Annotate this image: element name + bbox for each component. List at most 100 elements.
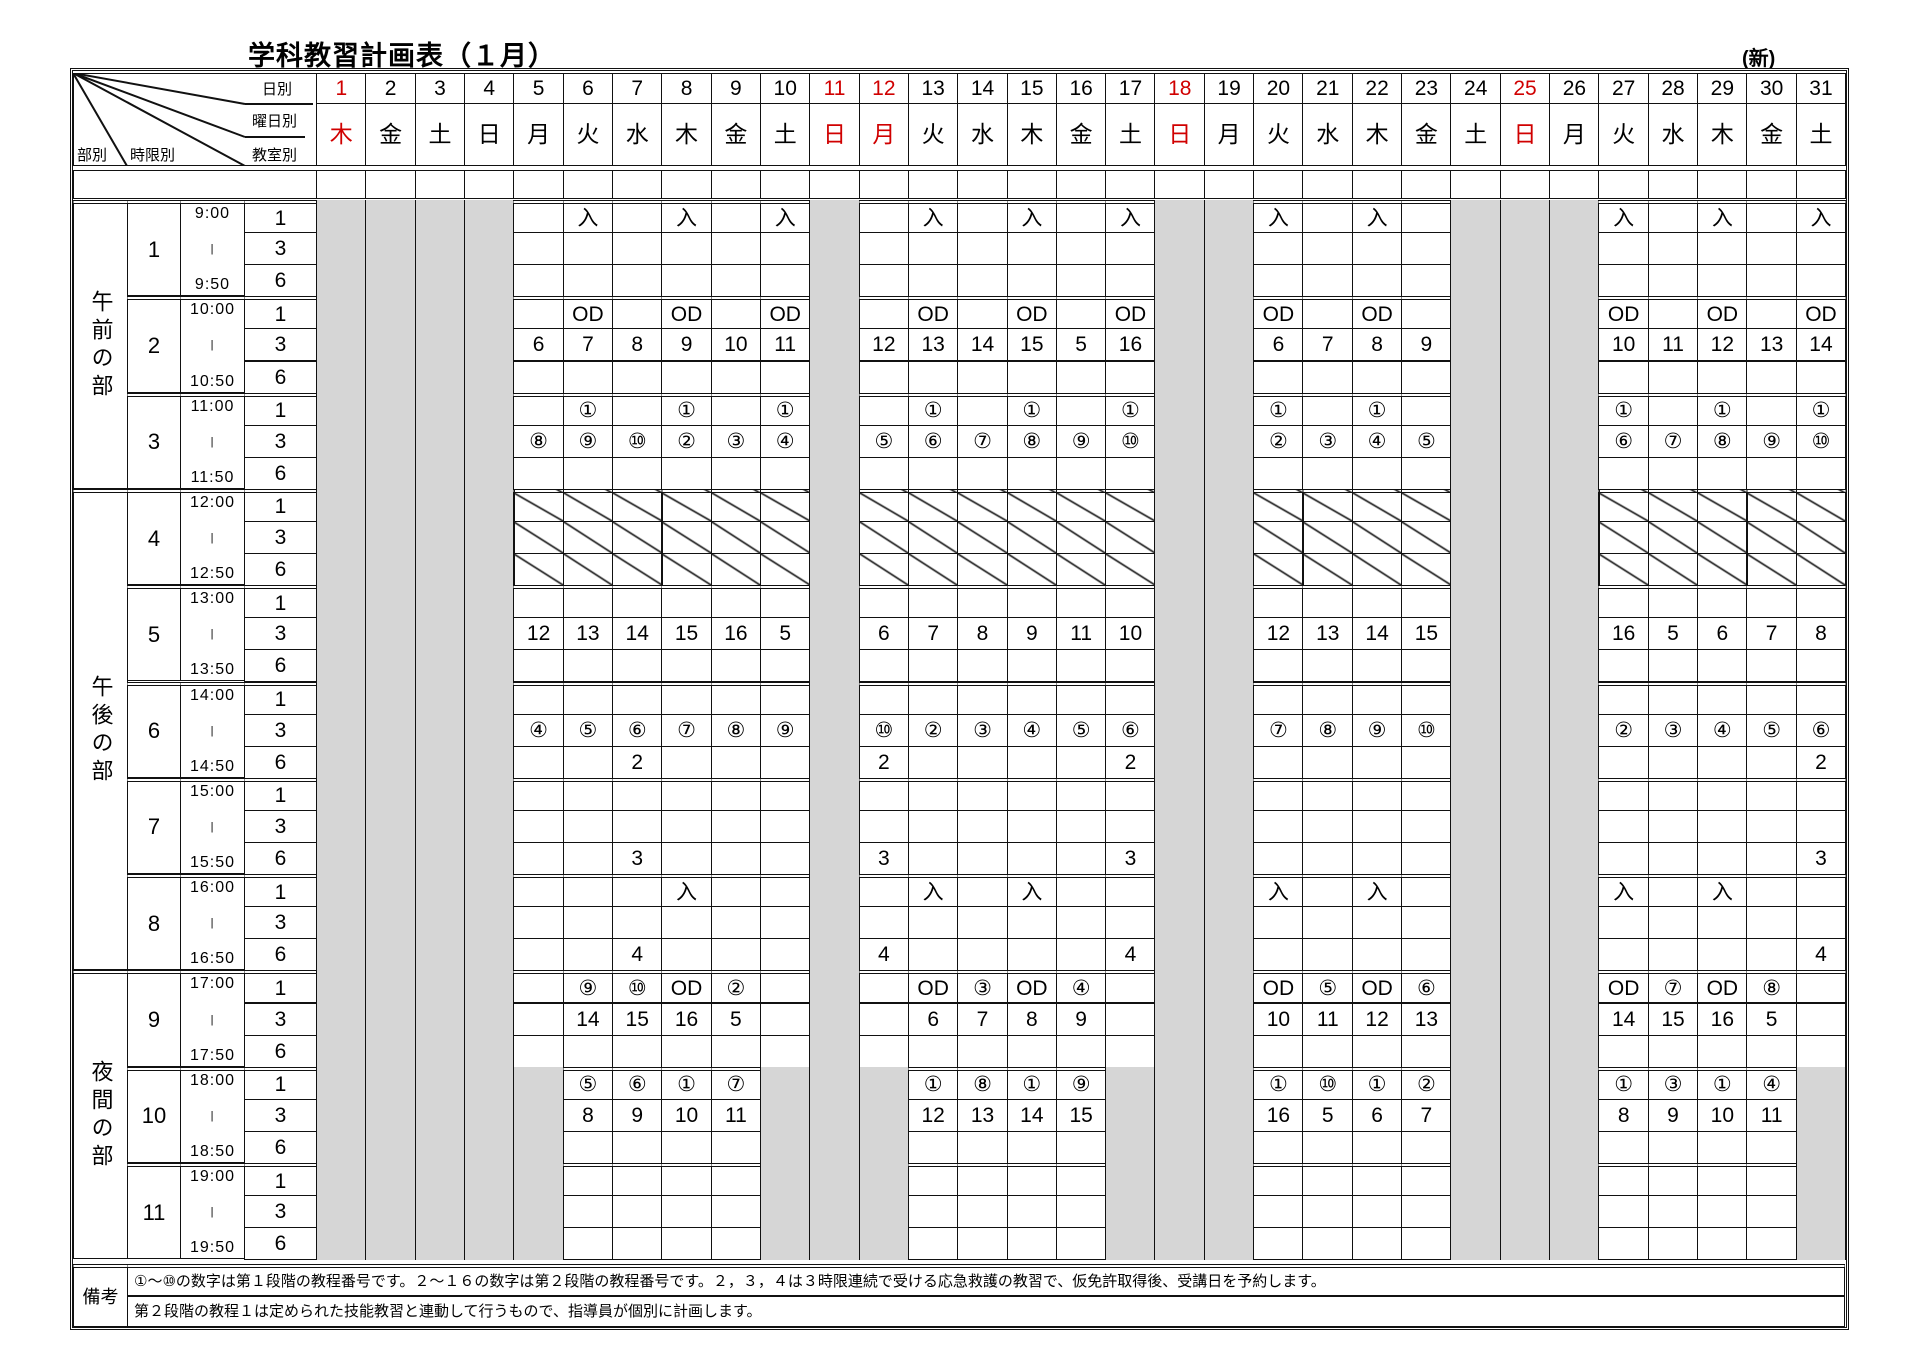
lesson-slot xyxy=(1401,745,1452,779)
closed-slot xyxy=(809,296,860,394)
hatched-slot xyxy=(611,488,663,522)
period-time-end: 9:50 xyxy=(194,276,231,294)
lesson-slot xyxy=(661,360,712,394)
lesson-slot: ④ xyxy=(1746,1066,1797,1100)
period-time-sep: | xyxy=(210,243,215,256)
lesson-slot xyxy=(661,745,712,779)
closed-slot xyxy=(1203,488,1255,587)
hatched-slot xyxy=(1697,521,1748,555)
day-date-header: 11 xyxy=(809,73,860,104)
lesson-slot xyxy=(611,649,663,683)
lesson-slot xyxy=(1401,1195,1452,1229)
lesson-slot xyxy=(1302,200,1354,234)
lesson-slot: 15 xyxy=(1055,1098,1107,1132)
lesson-slot xyxy=(1746,649,1797,683)
lesson-slot xyxy=(1302,296,1354,330)
day-date-header: 13 xyxy=(907,73,959,104)
room-number: 6 xyxy=(244,456,317,490)
lesson-slot xyxy=(1302,745,1354,779)
lesson-slot xyxy=(513,809,564,843)
closed-slot xyxy=(759,1066,811,1164)
lesson-slot xyxy=(1647,938,1699,972)
section-label: 午前の部 xyxy=(73,200,128,489)
lesson-slot xyxy=(710,392,762,426)
hatched-slot xyxy=(1351,521,1403,555)
closed-slot xyxy=(365,1163,416,1261)
closed-slot xyxy=(316,200,367,298)
hatched-slot xyxy=(513,488,564,522)
closed-slot xyxy=(316,777,367,876)
lesson-slot xyxy=(1055,1163,1107,1197)
lesson-slot: 入 xyxy=(1697,200,1748,234)
closed-slot xyxy=(1203,1066,1255,1164)
lesson-slot xyxy=(957,745,1008,779)
hatched-slot xyxy=(1253,521,1304,555)
lesson-slot: ① xyxy=(661,1066,712,1100)
lesson-slot xyxy=(1351,1195,1403,1229)
lesson-slot xyxy=(710,360,762,394)
lesson-slot xyxy=(907,745,959,779)
lesson-slot xyxy=(957,842,1008,876)
lesson-slot xyxy=(710,264,762,298)
period-time-end: 19:50 xyxy=(189,1239,236,1257)
lesson-slot: OD xyxy=(661,970,712,1004)
lesson-slot xyxy=(858,649,910,683)
lesson-slot: ⑦ xyxy=(1647,970,1699,1004)
room-number: 3 xyxy=(244,328,317,362)
room-number: 1 xyxy=(244,1066,317,1100)
lesson-slot xyxy=(611,906,663,940)
hatched-slot xyxy=(1105,488,1156,522)
closed-slot xyxy=(1203,200,1255,298)
period-time-end: 14:50 xyxy=(189,757,236,775)
lesson-slot: OD xyxy=(1253,970,1304,1004)
closed-slot xyxy=(1450,200,1502,298)
lesson-slot xyxy=(1302,1130,1354,1164)
lesson-slot: 7 xyxy=(1746,617,1797,651)
period-time-range: 11:00 | 11:50 xyxy=(180,392,245,489)
lesson-slot xyxy=(1795,906,1847,940)
hatched-slot xyxy=(710,553,762,587)
lesson-slot xyxy=(611,296,663,330)
closed-slot xyxy=(414,1066,466,1164)
lesson-slot xyxy=(1598,745,1649,779)
hatched-slot xyxy=(1302,521,1354,555)
closed-slot xyxy=(414,1163,466,1261)
lesson-slot xyxy=(907,1195,959,1229)
lesson-slot xyxy=(957,1130,1008,1164)
lesson-slot: 6 xyxy=(1253,328,1304,362)
day-blank-cell xyxy=(809,170,860,199)
day-date-header: 22 xyxy=(1351,73,1403,104)
lesson-slot xyxy=(1598,681,1649,715)
day-blank-cell xyxy=(907,170,959,199)
closed-slot xyxy=(1105,1163,1156,1261)
lesson-slot xyxy=(1105,456,1156,490)
lesson-slot: ④ xyxy=(759,424,811,458)
lesson-slot xyxy=(661,938,712,972)
closed-slot xyxy=(463,585,515,683)
lesson-slot: 11 xyxy=(710,1098,762,1132)
lesson-slot: 13 xyxy=(1302,617,1354,651)
day-weekday-header: 金 xyxy=(1746,103,1797,166)
closed-slot xyxy=(414,296,466,394)
room-number: 6 xyxy=(244,1034,317,1068)
room-number: 1 xyxy=(244,681,317,715)
lesson-slot xyxy=(1401,874,1452,908)
lesson-slot: OD xyxy=(1697,970,1748,1004)
hatched-slot xyxy=(907,553,959,587)
room-number: 1 xyxy=(244,200,317,234)
room-number: 1 xyxy=(244,874,317,908)
lesson-slot xyxy=(513,1002,564,1036)
lesson-slot xyxy=(513,777,564,811)
lesson-slot: ① xyxy=(1598,1066,1649,1100)
lesson-slot: 7 xyxy=(562,328,614,362)
lesson-slot: ⑨ xyxy=(562,424,614,458)
lesson-slot xyxy=(907,1034,959,1068)
room-number: 1 xyxy=(244,488,317,522)
hatched-slot xyxy=(858,553,910,587)
closed-slot xyxy=(1549,392,1600,490)
lesson-slot: 10 xyxy=(1253,1002,1304,1036)
lesson-slot xyxy=(562,585,614,619)
lesson-slot: 6 xyxy=(513,328,564,362)
hatched-slot xyxy=(1746,488,1797,522)
closed-slot xyxy=(1499,1163,1551,1261)
